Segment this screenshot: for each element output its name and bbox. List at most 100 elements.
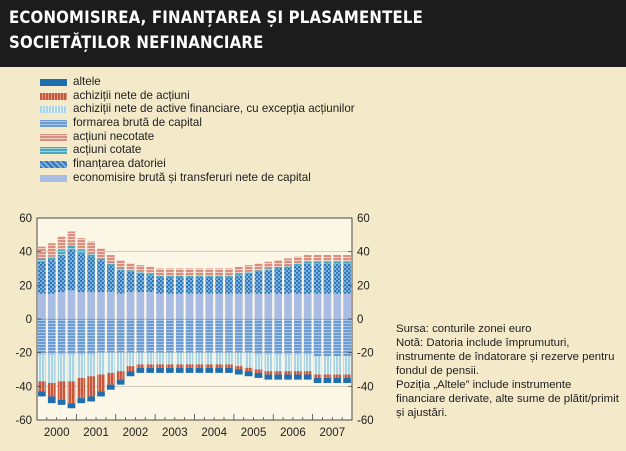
bar-altele	[284, 374, 292, 380]
bar-economisire-bruta-si-transferuri-nete-de-capital	[313, 293, 322, 319]
bar-finantarea-datoriei	[47, 260, 56, 294]
bar-achizitii-nete-de-active-financiare-cu-exceptia-actiunilor	[166, 352, 174, 365]
bar-finantarea-datoriei	[254, 271, 263, 294]
bar-finantarea-datoriei	[284, 266, 292, 294]
chart-title-line-1: ECONOMISIREA, FINANȚAREA ȘI PLASAMENTELE	[9, 8, 423, 28]
bar-achizitii-nete-de-active-financiare-cu-exceptia-actiunilor	[274, 354, 283, 372]
x-tick-label: 2003	[162, 427, 188, 439]
bar-formarea-bruta-de-capital	[126, 319, 135, 353]
bar-finantarea-datoriei	[146, 275, 155, 293]
bar-economisire-bruta-si-transferuri-nete-de-capital	[106, 292, 115, 319]
bar-achizitii-nete-de-actiuni	[264, 371, 273, 375]
bar-achizitii-nete-de-active-financiare-cu-exceptia-actiunilor	[333, 356, 342, 375]
bar-formarea-bruta-de-capital	[166, 319, 174, 353]
bar-finantarea-datoriei	[323, 263, 332, 294]
y-tick-label-right: -20	[357, 348, 374, 360]
bar-finantarea-datoriei	[87, 256, 95, 293]
bar-achizitii-nete-de-active-financiare-cu-exceptia-actiunilor	[87, 354, 95, 377]
bar-actiuni-cotate	[106, 263, 115, 266]
legend-label-economisire-bruta: economisire brută și transferuri nete de…	[73, 170, 311, 184]
bar-formarea-bruta-de-capital	[284, 319, 292, 355]
bar-actiuni-necotate	[126, 263, 135, 271]
bar-achizitii-nete-de-active-financiare-cu-exceptia-actiunilor	[323, 356, 332, 375]
bar-actiuni-necotate	[343, 255, 351, 262]
bar-altele	[234, 369, 243, 375]
bar-actiuni-necotate	[57, 236, 66, 250]
bar-economisire-bruta-si-transferuri-nete-de-capital	[77, 292, 86, 319]
bar-achizitii-nete-de-active-financiare-cu-exceptia-actiunilor	[303, 354, 312, 372]
bar-actiuni-necotate	[254, 263, 263, 271]
bar-formarea-bruta-de-capital	[274, 319, 283, 355]
bar-formarea-bruta-de-capital	[47, 319, 56, 355]
bar-achizitii-nete-de-actiuni	[303, 371, 312, 375]
bar-actiuni-cotate	[38, 258, 46, 262]
bar-formarea-bruta-de-capital	[87, 319, 95, 355]
bar-formarea-bruta-de-capital	[244, 319, 253, 353]
bar-actiuni-necotate	[244, 265, 253, 272]
bar-achizitii-nete-de-actiuni	[77, 377, 86, 399]
bar-achizitii-nete-de-actiuni	[274, 371, 283, 375]
bar-altele	[57, 399, 66, 405]
bar-achizitii-nete-de-active-financiare-cu-exceptia-actiunilor	[175, 352, 184, 365]
bar-economisire-bruta-si-transferuri-nete-de-capital	[87, 292, 95, 319]
bar-actiuni-cotate	[323, 261, 332, 264]
bar-achizitii-nete-de-actiuni	[333, 374, 342, 378]
bar-actiuni-cotate	[77, 249, 86, 254]
bar-economisire-bruta-si-transferuri-nete-de-capital	[166, 293, 174, 319]
bar-economisire-bruta-si-transferuri-nete-de-capital	[195, 293, 204, 319]
bar-actiuni-cotate	[333, 261, 342, 264]
bar-altele	[333, 377, 342, 383]
bar-actiuni-cotate	[195, 275, 204, 277]
bar-finantarea-datoriei	[136, 273, 145, 293]
bar-altele	[77, 398, 86, 404]
bar-achizitii-nete-de-active-financiare-cu-exceptia-actiunilor	[136, 352, 145, 365]
bar-actiuni-cotate	[146, 273, 155, 276]
bar-actiuni-necotate	[205, 268, 214, 276]
bar-actiuni-necotate	[313, 255, 322, 262]
legend-label-achizitii-actiuni: achiziții nete de acțiuni	[73, 88, 190, 102]
bar-formarea-bruta-de-capital	[57, 319, 66, 355]
bar-finantarea-datoriei	[244, 273, 253, 294]
bar-formarea-bruta-de-capital	[106, 319, 115, 353]
bar-achizitii-nete-de-active-financiare-cu-exceptia-actiunilor	[97, 352, 105, 375]
y-tick-label-left: -20	[15, 348, 32, 360]
bar-formarea-bruta-de-capital	[343, 319, 351, 357]
bar-achizitii-nete-de-active-financiare-cu-exceptia-actiunilor	[126, 352, 135, 367]
bar-actiuni-necotate	[77, 238, 86, 250]
bar-actiuni-cotate	[47, 256, 56, 261]
bar-actiuni-necotate	[175, 268, 184, 276]
legend-label-formarea-bruta: formarea brută de capital	[73, 116, 202, 130]
bar-altele	[264, 374, 273, 380]
bar-achizitii-nete-de-actiuni	[294, 371, 302, 375]
bar-achizitii-nete-de-active-financiare-cu-exceptia-actiunilor	[225, 352, 233, 365]
bar-finantarea-datoriei	[234, 275, 243, 294]
bar-actiuni-cotate	[136, 271, 145, 274]
bar-altele	[156, 367, 164, 373]
legend-swatch-formarea-bruta	[40, 120, 67, 128]
bar-actiuni-necotate	[106, 255, 115, 264]
notes-debt: Notă: Datoria include împrumuturi, instr…	[396, 337, 615, 377]
bar-achizitii-nete-de-active-financiare-cu-exceptia-actiunilor	[156, 352, 164, 365]
legend-label-actiuni-cotate: acțiuni cotate	[73, 143, 142, 157]
bar-achizitii-nete-de-active-financiare-cu-exceptia-actiunilor	[195, 352, 204, 365]
bar-actiuni-necotate	[284, 258, 292, 266]
bar-achizitii-nete-de-active-financiare-cu-exceptia-actiunilor	[38, 354, 46, 382]
bar-achizitii-nete-de-actiuni	[116, 371, 125, 380]
bar-achizitii-nete-de-active-financiare-cu-exceptia-actiunilor	[264, 354, 273, 372]
chart-title-line-2: SOCIETĂȚILOR NEFINANCIARE	[9, 33, 264, 53]
bar-altele	[67, 403, 76, 409]
y-tick-label-left: 20	[19, 280, 32, 292]
notes: Sursa: conturile zonei euro Notă: Datori…	[396, 322, 622, 420]
bar-achizitii-nete-de-active-financiare-cu-exceptia-actiunilor	[77, 354, 86, 378]
x-tick-label: 2002	[123, 427, 149, 439]
bar-economisire-bruta-si-transferuri-nete-de-capital	[146, 292, 155, 319]
bar-formarea-bruta-de-capital	[303, 319, 312, 355]
bar-achizitii-nete-de-actiuni	[323, 374, 332, 378]
bar-altele	[294, 374, 302, 380]
bar-economisire-bruta-si-transferuri-nete-de-capital	[126, 292, 135, 319]
bar-altele	[106, 384, 115, 390]
bar-formarea-bruta-de-capital	[313, 319, 322, 357]
bar-achizitii-nete-de-active-financiare-cu-exceptia-actiunilor	[234, 352, 243, 367]
bar-economisire-bruta-si-transferuri-nete-de-capital	[244, 293, 253, 319]
bar-finantarea-datoriei	[77, 253, 86, 293]
